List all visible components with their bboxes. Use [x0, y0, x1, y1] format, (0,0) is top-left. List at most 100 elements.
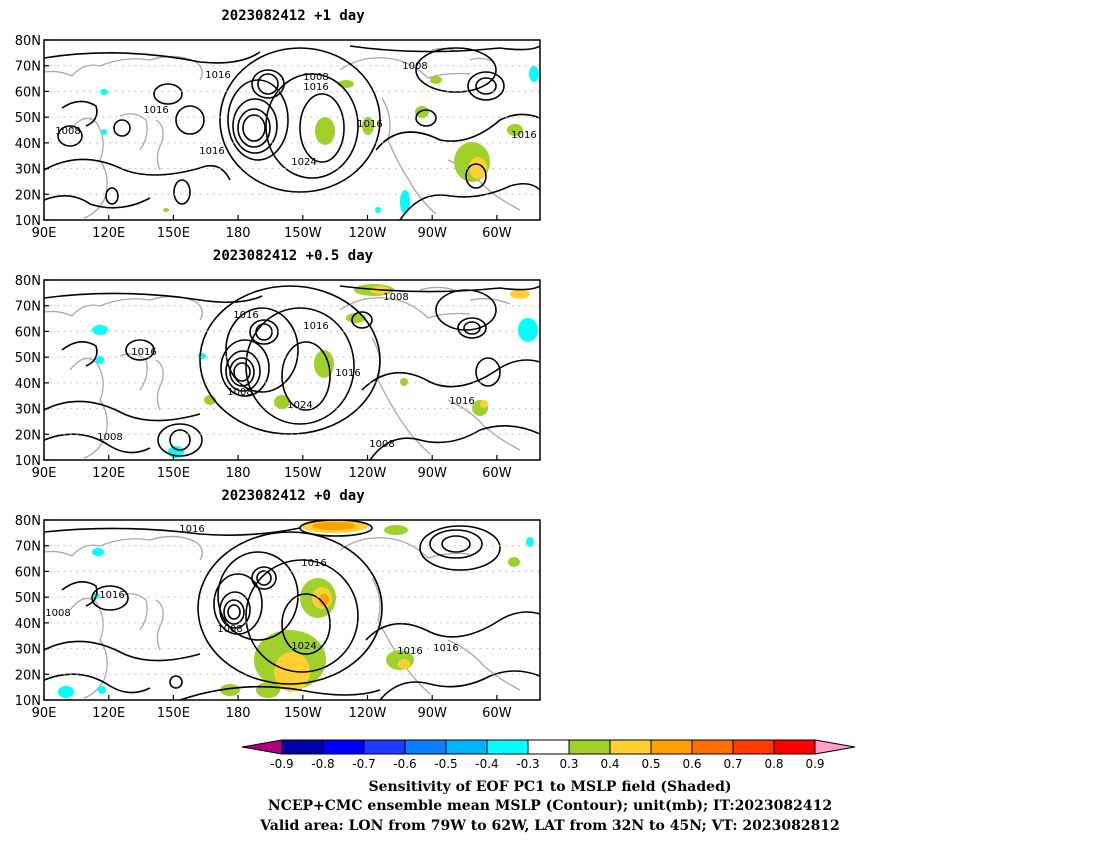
lon-tick-label: 90E [32, 466, 57, 481]
contour-label: 1008 [217, 624, 242, 635]
contour-label: 1008 [227, 387, 252, 398]
lat-tick-label: 60N [15, 325, 41, 340]
colorbar-box [322, 739, 365, 755]
colorbar-box [568, 739, 611, 755]
contour-label: 1016 [99, 590, 124, 601]
colorbar-box [527, 739, 570, 755]
mslp-contours [44, 285, 540, 460]
colorbar-label: -0.8 [311, 757, 334, 771]
lon-tick-label: 180 [226, 706, 251, 721]
lat-tick-label: 20N [15, 668, 41, 683]
lon-tick-label: 90W [417, 706, 447, 721]
colorbar-label: -0.5 [434, 757, 457, 771]
lat-tick-label: 10N [15, 694, 41, 709]
contour-labels: 1016 1016 1016 1008 1008 1024 1016 1016 [45, 524, 458, 657]
lon-tick-label: 150E [157, 706, 190, 721]
lon-tick-label: 120E [92, 706, 125, 721]
contour-label: 1016 [301, 558, 326, 569]
coastlines [44, 535, 521, 699]
contour-label: 1016 [131, 347, 156, 358]
contour-labels: 1016 1008 1016 1008 1016 1008 1016 1016 … [55, 61, 536, 168]
lat-tick-label: 50N [15, 111, 41, 126]
lon-tick-label: 150E [157, 466, 190, 481]
colorbar-box [650, 739, 693, 755]
colorbar-right-arrow [814, 739, 856, 755]
lon-tick-label: 90W [417, 226, 447, 241]
colorbar-label: 0.7 [723, 757, 742, 771]
lon-axis: 90E 120E 150E 180 150W 120W 90W 60W [32, 455, 512, 481]
lat-tick-label: 10N [15, 214, 41, 229]
colorbar-box [445, 739, 488, 755]
lat-tick-label: 80N [15, 274, 41, 289]
contour-label: 1016 [511, 130, 536, 141]
contour-label: 1016 [397, 646, 422, 657]
lon-tick-label: 120W [349, 226, 387, 241]
lat-tick-label: 50N [15, 351, 41, 366]
lon-tick-label: 150W [284, 466, 322, 481]
lon-tick-label: 90W [417, 466, 447, 481]
panel-plus-1-day: 2023082412 +1 day [15, 8, 541, 241]
lat-grid [44, 65, 540, 195]
lat-axis: 80N 70N 60N 50N 40N 30N 20N 10N [15, 274, 49, 469]
caption-line-2: NCEP+CMC ensemble mean MSLP (Contour); u… [268, 798, 832, 814]
contour-label: 1016 [303, 82, 328, 93]
lat-tick-label: 30N [15, 643, 41, 658]
caption-line-3: Valid area: LON from 79W to 62W, LAT fro… [259, 818, 840, 834]
lon-tick-label: 90E [32, 226, 57, 241]
map-area: 1016 1016 1016 1008 1008 1024 1016 1016 [44, 520, 540, 700]
colorbar-label: 0.3 [559, 757, 578, 771]
contour-label: 1008 [45, 608, 70, 619]
colorbar-label: 0.6 [682, 757, 701, 771]
panel-plus-0-day: 2023082412 +0 day [15, 488, 541, 721]
contour-label: 1008 [383, 292, 408, 303]
contour-label: 1016 [143, 105, 168, 116]
mslp-contours [44, 45, 540, 220]
lat-tick-label: 40N [15, 377, 41, 392]
lat-tick-label: 60N [15, 565, 41, 580]
coastlines [44, 286, 521, 459]
contour-labels: 1008 1016 1016 1016 1008 1016 1024 1016 … [97, 292, 474, 450]
lat-tick-label: 30N [15, 163, 41, 178]
lat-tick-label: 40N [15, 137, 41, 152]
lat-tick-label: 60N [15, 85, 41, 100]
lat-tick-label: 30N [15, 403, 41, 418]
contour-label: 1016 [335, 368, 360, 379]
colorbar-box [486, 739, 529, 755]
contour-label: 1016 [303, 321, 328, 332]
contour-label: 1016 [179, 524, 204, 535]
colorbar-label: 0.9 [805, 757, 824, 771]
lat-axis: 80N 70N 60N 50N 40N 30N 20N 10N [15, 34, 49, 229]
lat-grid [44, 305, 540, 435]
contour-label: 1024 [291, 641, 316, 652]
contour-label: 1008 [303, 72, 328, 83]
lon-tick-label: 180 [226, 466, 251, 481]
lon-axis: 90E 120E 150E 180 150W 120W 90W 60W [32, 695, 512, 721]
lat-tick-label: 70N [15, 60, 41, 75]
colorbar-left-arrow [241, 739, 283, 755]
lon-tick-label: 60W [482, 226, 512, 241]
colorbar-label: -0.9 [270, 757, 293, 771]
colorbar-label: -0.4 [475, 757, 498, 771]
lon-tick-label: 90E [32, 706, 57, 721]
colorbar-label: -0.7 [352, 757, 375, 771]
lon-tick-label: 150W [284, 226, 322, 241]
contour-label: 1016 [357, 119, 382, 130]
lon-tick-label: 150E [157, 226, 190, 241]
caption-line-1: Sensitivity of EOF PC1 to MSLP field (Sh… [368, 779, 731, 795]
colorbar-box [609, 739, 652, 755]
colorbar-box [732, 739, 775, 755]
colorbar-label: -0.6 [393, 757, 416, 771]
colorbar-label: 0.8 [764, 757, 783, 771]
colorbar-box [281, 739, 324, 755]
lat-tick-label: 10N [15, 454, 41, 469]
colorbar-box [691, 739, 734, 755]
contour-label: 1016 [433, 643, 458, 654]
footer-caption: Sensitivity of EOF PC1 to MSLP field (Sh… [259, 779, 840, 834]
colorbar-box [404, 739, 447, 755]
lat-tick-label: 20N [15, 428, 41, 443]
lat-tick-label: 80N [15, 514, 41, 529]
lat-tick-label: 80N [15, 34, 41, 49]
contour-label: 1008 [55, 126, 80, 137]
lon-tick-label: 60W [482, 466, 512, 481]
colorbar-box [773, 739, 816, 755]
